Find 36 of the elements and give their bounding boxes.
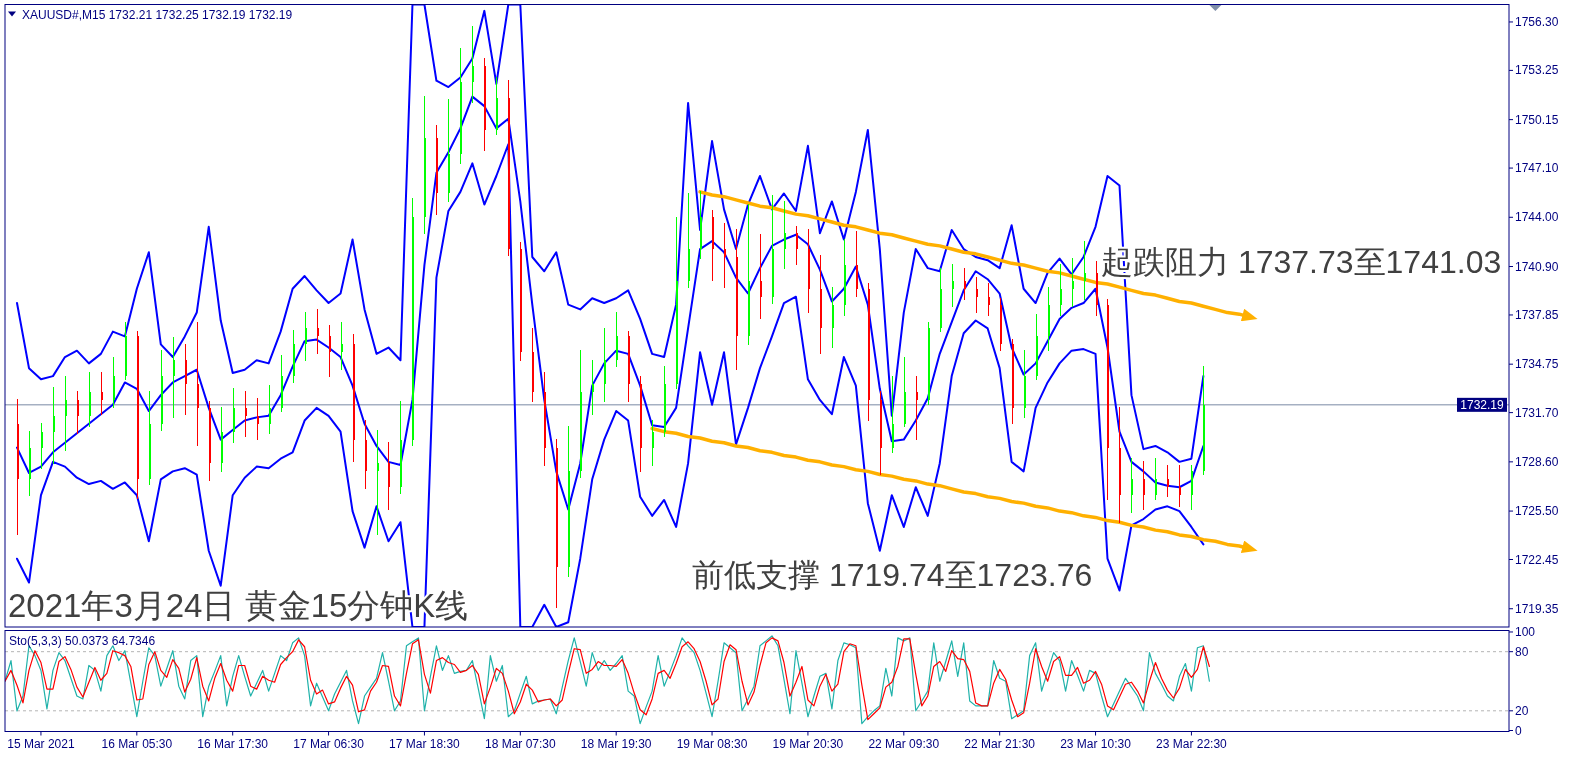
x-tick-label: 23 Mar 10:30 xyxy=(1060,736,1132,751)
candlestick xyxy=(376,430,379,535)
x-tick-label: 19 Mar 20:30 xyxy=(772,736,844,751)
chart-subtitle: XAUUSD#,M15 1732.21 1732.25 1732.19 1732.19 xyxy=(22,7,293,22)
y-tick-label: 1744.00 xyxy=(1515,210,1559,225)
y-tick-label: 1747.10 xyxy=(1515,161,1559,176)
y-tick-label: 80 xyxy=(1515,644,1529,659)
y-tick-label: 1728.60 xyxy=(1515,454,1559,469)
y-tick-label: 1753.25 xyxy=(1515,63,1559,78)
x-tick-label: 23 Mar 22:30 xyxy=(1156,736,1228,751)
x-tick-label: 16 Mar 17:30 xyxy=(197,736,269,751)
x-tick-label: 17 Mar 06:30 xyxy=(293,736,365,751)
x-tick-label: 22 Mar 21:30 xyxy=(964,736,1036,751)
y-tick-label: 100 xyxy=(1515,624,1536,639)
x-tick-label: 15 Mar 2021 xyxy=(7,736,75,751)
x-tick-label: 17 Mar 18:30 xyxy=(389,736,461,751)
y-tick-label: 20 xyxy=(1515,703,1529,718)
y-tick-label: 1725.50 xyxy=(1515,504,1559,519)
chart-title: Sto(5,3,3) 50.0373 64.7346 xyxy=(9,633,156,648)
x-tick-label: 22 Mar 09:30 xyxy=(868,736,940,751)
x-tick-label: 16 Mar 05:30 xyxy=(101,736,173,751)
annotation: 前低支撑 1719.74至1723.76 xyxy=(692,557,1093,593)
x-tick-label: 18 Mar 19:30 xyxy=(580,736,652,751)
y-tick-label: 1750.15 xyxy=(1515,112,1559,127)
candlestick xyxy=(915,376,918,440)
y-tick-label: 0 xyxy=(1515,723,1522,738)
y-tick-label: 1740.90 xyxy=(1515,259,1559,274)
x-tick-label: 18 Mar 07:30 xyxy=(484,736,556,751)
x-tick-label: 19 Mar 08:30 xyxy=(676,736,748,751)
y-tick-label: 1719.35 xyxy=(1515,601,1559,616)
y-tick-label: 1731.70 xyxy=(1515,405,1559,420)
candlestick xyxy=(723,223,726,288)
y-tick-label: 1722.45 xyxy=(1515,552,1559,567)
y-tick-label: 1734.75 xyxy=(1515,357,1559,372)
y-tick-label: 1756.30 xyxy=(1515,14,1559,29)
y-tick-label: 1737.85 xyxy=(1515,307,1559,322)
